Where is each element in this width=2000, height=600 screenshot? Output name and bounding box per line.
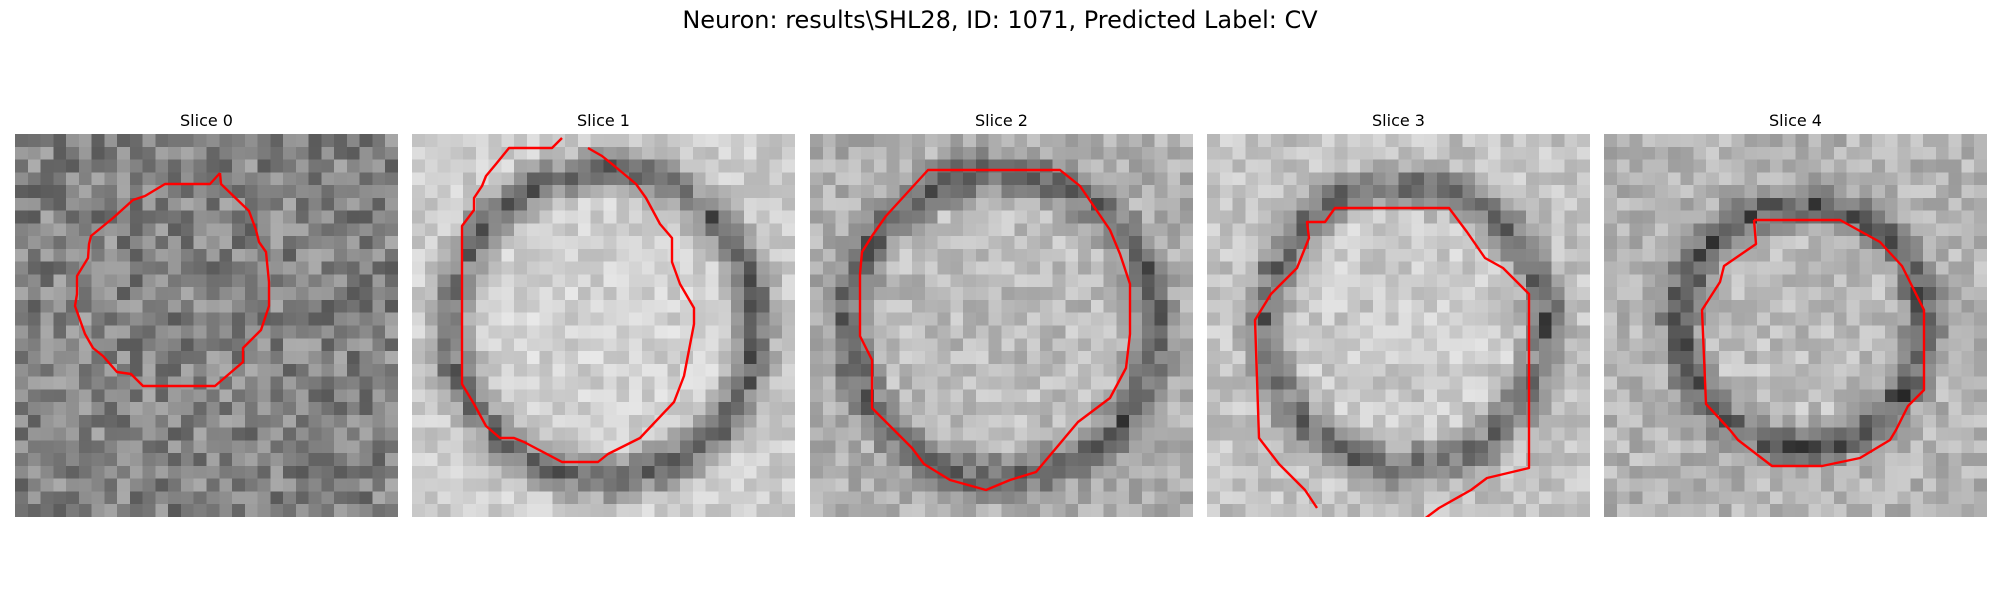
figure-title: Neuron: results\SHL28, ID: 1071, Predict…: [682, 6, 1318, 34]
slice-title: Slice 4: [1769, 111, 1822, 130]
slice-image: [15, 134, 398, 517]
slice-title: Slice 1: [577, 111, 630, 130]
segmentation-contour: [73, 172, 271, 388]
slice-image: [810, 134, 1193, 517]
slice-title: Slice 0: [180, 111, 233, 130]
slice-image: [412, 134, 795, 517]
microscopy-image: [15, 134, 398, 517]
segmentation-contour: [1253, 206, 1531, 517]
slice-image: [1604, 134, 1987, 517]
slice-panel-0: Slice 0: [15, 110, 398, 517]
segmentation-contour: [858, 168, 1132, 492]
segmentation-contour: [460, 137, 696, 464]
segmentation-contour: [1700, 218, 1926, 468]
slice-image: [1207, 134, 1590, 517]
slice-panel-4: Slice 4: [1604, 110, 1987, 517]
slice-panel-3: Slice 3: [1207, 110, 1590, 517]
slice-panel-2: Slice 2: [810, 110, 1193, 517]
microscopy-image: [412, 134, 795, 517]
slice-title: Slice 2: [975, 111, 1028, 130]
slice-panel-1: Slice 1: [412, 110, 795, 517]
slice-title: Slice 3: [1372, 111, 1425, 130]
